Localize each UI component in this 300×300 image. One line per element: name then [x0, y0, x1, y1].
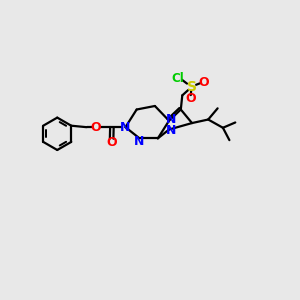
Text: N: N — [166, 124, 176, 136]
Text: O: O — [90, 121, 101, 134]
Text: N: N — [166, 113, 176, 126]
Text: Cl: Cl — [171, 72, 184, 85]
Text: N: N — [120, 121, 130, 134]
Text: O: O — [199, 76, 209, 88]
Text: O: O — [185, 92, 196, 105]
Text: O: O — [106, 136, 117, 149]
Text: S: S — [187, 80, 197, 94]
Text: N: N — [134, 134, 145, 148]
